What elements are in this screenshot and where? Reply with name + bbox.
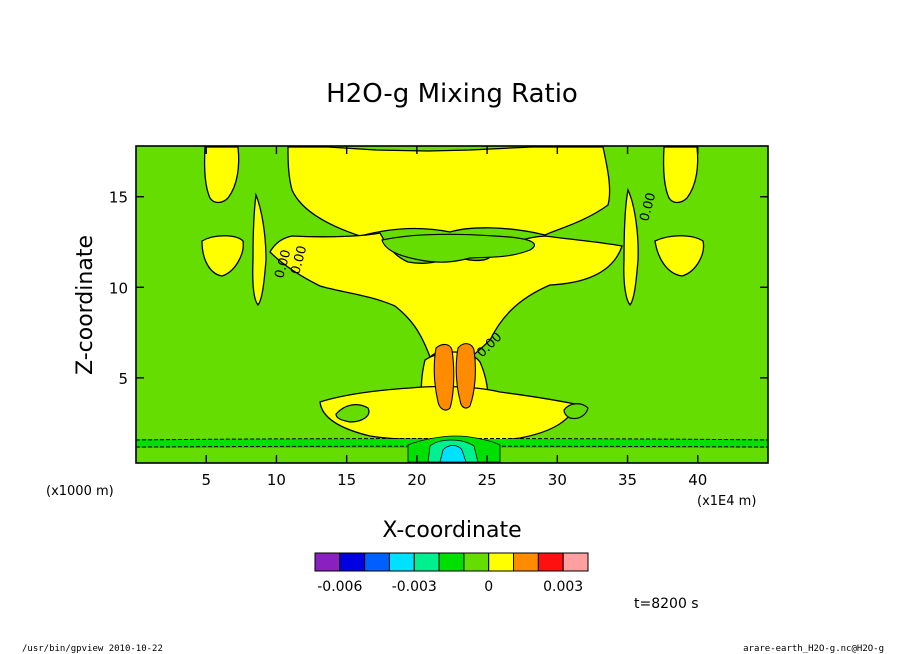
- lower-band-hole: [335, 404, 370, 423]
- orange-core: [433, 343, 476, 411]
- footer-left: /usr/bin/gpview 2010-10-22: [22, 644, 163, 654]
- colorbar-ticks: -0.006 -0.003 0 0.003: [317, 579, 583, 595]
- x-unit-left: (x1000 m): [46, 484, 114, 499]
- x-tick-label: 25: [478, 471, 497, 489]
- chart-title: H2O-g Mixing Ratio: [326, 79, 578, 109]
- colorbar-swatch: [537, 552, 564, 572]
- top-left-column-region: [203, 146, 240, 204]
- upper-plume-region: [287, 146, 611, 237]
- colorbar-swatch: [388, 552, 415, 572]
- x-tick-label: 20: [407, 471, 426, 489]
- y-tick-label: 15: [109, 189, 128, 207]
- x-unit-right: (x1E4 m): [697, 494, 756, 509]
- middle-plume-region: [269, 232, 623, 361]
- plot-frame: [135, 145, 769, 464]
- x-axis: 5 10 15 20 25 30 35 40: [201, 146, 707, 489]
- colorbar-swatch: [513, 552, 539, 572]
- x-tick-label: 10: [267, 471, 286, 489]
- x-axis-label: X-coordinate: [382, 518, 521, 543]
- colorbar-tick-label: 0.003: [543, 579, 583, 595]
- lower-band-region: [319, 385, 576, 441]
- contour-label-2: 0.00: [288, 244, 310, 276]
- bottom-turbulent-cyan: [439, 445, 467, 463]
- x-tick-label: 35: [618, 471, 637, 489]
- time-label: t=8200 s: [634, 596, 699, 612]
- x-tick-label: 40: [688, 471, 707, 489]
- colorbar-tick-label: -0.003: [392, 579, 437, 595]
- central-hole: [381, 233, 535, 263]
- y-axis-label: Z-coordinate: [73, 235, 98, 375]
- y-tick-label: 10: [109, 279, 128, 297]
- orange-right-core: [455, 343, 476, 409]
- lower-band-hole-right: [563, 403, 589, 420]
- footer-right: arare-earth_H2O-g.nc@H2O-g: [743, 644, 884, 654]
- y-tick-label: 5: [118, 370, 128, 388]
- yellow-regions: [201, 146, 705, 451]
- left-thin-column-region: [252, 192, 267, 307]
- x-tick-label: 30: [548, 471, 567, 489]
- colorbar-swatch: [314, 552, 341, 572]
- colorbar-swatch: [339, 552, 366, 572]
- x-tick-label: 5: [201, 471, 211, 489]
- x-tick-label: 15: [337, 471, 356, 489]
- contour-label-4: 0.00: [637, 191, 659, 223]
- contour-label-1: 0.00: [272, 248, 294, 280]
- y-axis: 5 10 15: [109, 189, 768, 388]
- left-mid-lobe-region: [201, 235, 244, 277]
- plot-area: 0.00 0.00 0.00 0.00: [135, 145, 769, 464]
- right-mid-lobe-region: [654, 235, 705, 277]
- orange-left-core: [433, 343, 455, 411]
- colorbar-tick-label: -0.006: [317, 579, 362, 595]
- colorbar-swatch: [364, 552, 390, 572]
- surface-layer: [135, 435, 769, 463]
- colorbar-swatch: [463, 552, 490, 572]
- colorbar-swatch: [562, 552, 589, 572]
- colorbar: [314, 552, 589, 572]
- right-thin-column-region: [623, 187, 639, 307]
- colorbar-swatch: [438, 552, 465, 572]
- top-right-column-region: [662, 146, 699, 204]
- colorbar-tick-label: 0: [484, 579, 493, 595]
- colorbar-swatch: [413, 552, 440, 572]
- green-holes: [335, 233, 589, 423]
- colorbar-swatch: [488, 552, 515, 572]
